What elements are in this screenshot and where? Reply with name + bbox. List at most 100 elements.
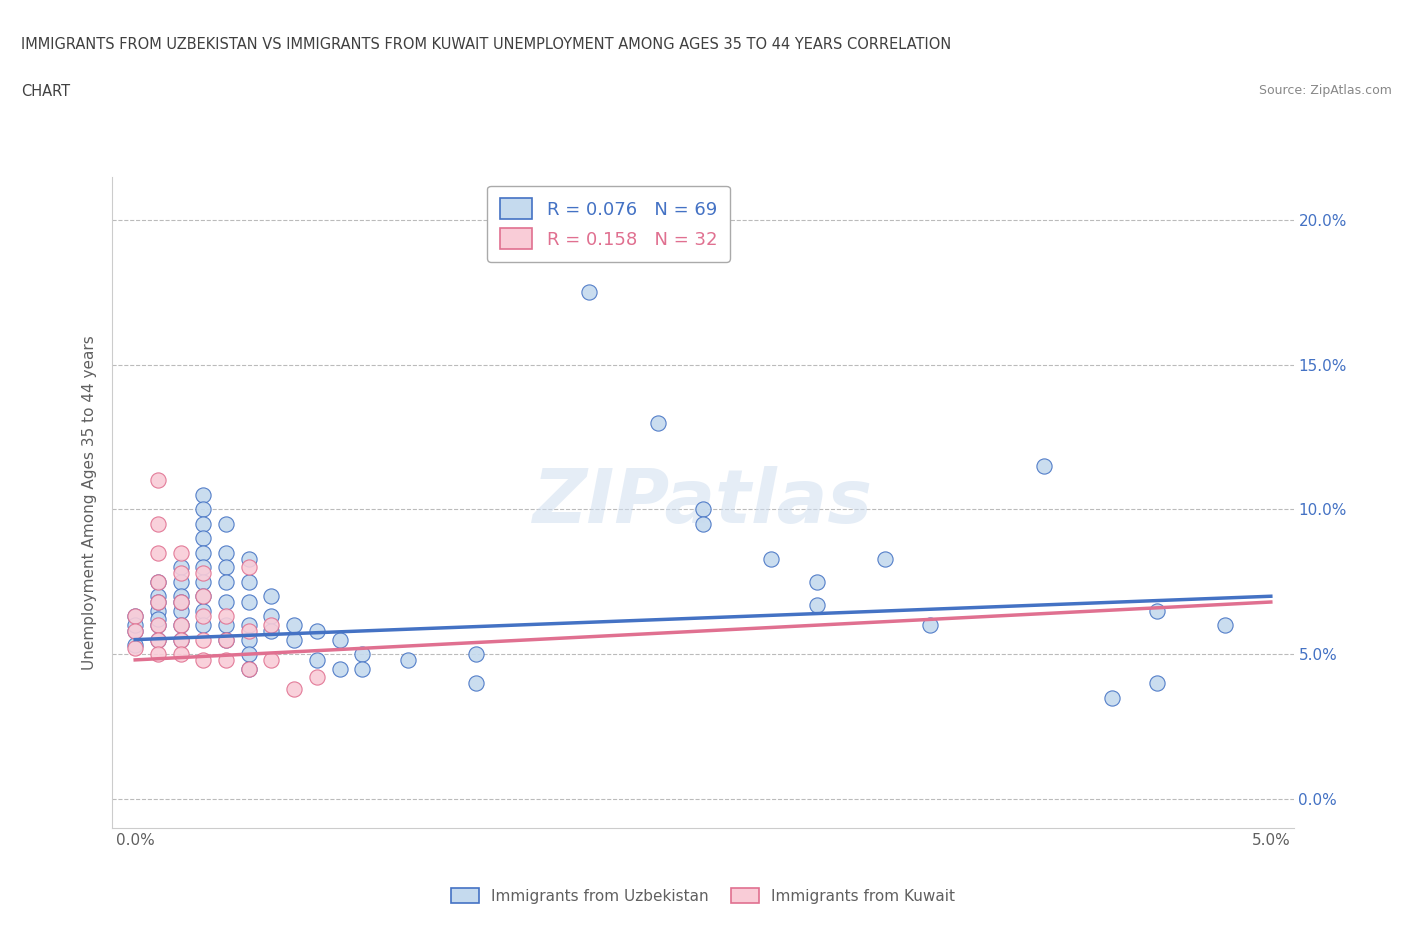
Point — [305, 670, 328, 684]
Point — [193, 502, 215, 517]
Point — [215, 560, 238, 575]
Legend: Immigrants from Uzbekistan, Immigrants from Kuwait: Immigrants from Uzbekistan, Immigrants f… — [443, 880, 963, 911]
Point — [305, 653, 328, 668]
Point — [215, 609, 238, 624]
Point — [124, 618, 146, 632]
Point — [146, 632, 169, 647]
Point — [193, 589, 215, 604]
Point — [692, 502, 714, 517]
Point — [1146, 675, 1168, 690]
Point — [215, 594, 238, 609]
Point — [578, 285, 600, 299]
Point — [464, 646, 486, 661]
Point — [169, 594, 191, 609]
Point — [146, 618, 169, 632]
Point — [169, 632, 191, 647]
Point — [146, 594, 169, 609]
Point — [146, 646, 169, 661]
Point — [238, 623, 260, 638]
Point — [169, 618, 191, 632]
Point — [647, 415, 669, 430]
Point — [873, 551, 896, 566]
Point — [260, 589, 283, 604]
Point — [193, 618, 215, 632]
Point — [806, 597, 828, 612]
Point — [169, 589, 191, 604]
Point — [146, 618, 169, 632]
Point — [193, 589, 215, 604]
Text: ZIPatlas: ZIPatlas — [533, 466, 873, 538]
Point — [193, 560, 215, 575]
Point — [124, 641, 146, 656]
Point — [806, 575, 828, 590]
Point — [146, 604, 169, 618]
Point — [146, 575, 169, 590]
Point — [215, 575, 238, 590]
Point — [260, 623, 283, 638]
Point — [193, 609, 215, 624]
Point — [193, 575, 215, 590]
Point — [238, 594, 260, 609]
Point — [329, 632, 352, 647]
Point — [238, 575, 260, 590]
Point — [193, 565, 215, 580]
Point — [1101, 690, 1123, 705]
Y-axis label: Unemployment Among Ages 35 to 44 years: Unemployment Among Ages 35 to 44 years — [82, 335, 97, 670]
Point — [146, 632, 169, 647]
Point — [124, 623, 146, 638]
Legend: R = 0.076   N = 69, R = 0.158   N = 32: R = 0.076 N = 69, R = 0.158 N = 32 — [486, 186, 730, 261]
Point — [193, 516, 215, 531]
Point — [146, 612, 169, 627]
Point — [169, 632, 191, 647]
Point — [146, 594, 169, 609]
Point — [352, 661, 374, 676]
Point — [146, 545, 169, 560]
Point — [215, 618, 238, 632]
Point — [283, 682, 305, 697]
Point — [169, 560, 191, 575]
Text: CHART: CHART — [21, 84, 70, 99]
Point — [193, 487, 215, 502]
Point — [1032, 458, 1054, 473]
Point — [260, 609, 283, 624]
Point — [464, 675, 486, 690]
Point — [920, 618, 942, 632]
Point — [238, 661, 260, 676]
Point — [124, 623, 146, 638]
Point — [193, 632, 215, 647]
Point — [1146, 604, 1168, 618]
Point — [238, 632, 260, 647]
Point — [238, 551, 260, 566]
Point — [215, 632, 238, 647]
Point — [169, 604, 191, 618]
Point — [146, 575, 169, 590]
Point — [260, 618, 283, 632]
Point — [215, 632, 238, 647]
Point — [146, 589, 169, 604]
Point — [215, 653, 238, 668]
Point — [238, 618, 260, 632]
Point — [146, 473, 169, 488]
Point — [193, 604, 215, 618]
Point — [146, 516, 169, 531]
Point — [215, 545, 238, 560]
Point — [396, 653, 419, 668]
Point — [169, 545, 191, 560]
Text: Source: ZipAtlas.com: Source: ZipAtlas.com — [1258, 84, 1392, 97]
Point — [193, 531, 215, 546]
Point — [169, 565, 191, 580]
Point — [238, 661, 260, 676]
Point — [169, 575, 191, 590]
Point — [759, 551, 782, 566]
Point — [169, 618, 191, 632]
Point — [305, 623, 328, 638]
Text: IMMIGRANTS FROM UZBEKISTAN VS IMMIGRANTS FROM KUWAIT UNEMPLOYMENT AMONG AGES 35 : IMMIGRANTS FROM UZBEKISTAN VS IMMIGRANTS… — [21, 37, 952, 52]
Point — [238, 646, 260, 661]
Point — [193, 545, 215, 560]
Point — [169, 594, 191, 609]
Point — [238, 560, 260, 575]
Point — [169, 646, 191, 661]
Point — [215, 516, 238, 531]
Point — [124, 609, 146, 624]
Point — [329, 661, 352, 676]
